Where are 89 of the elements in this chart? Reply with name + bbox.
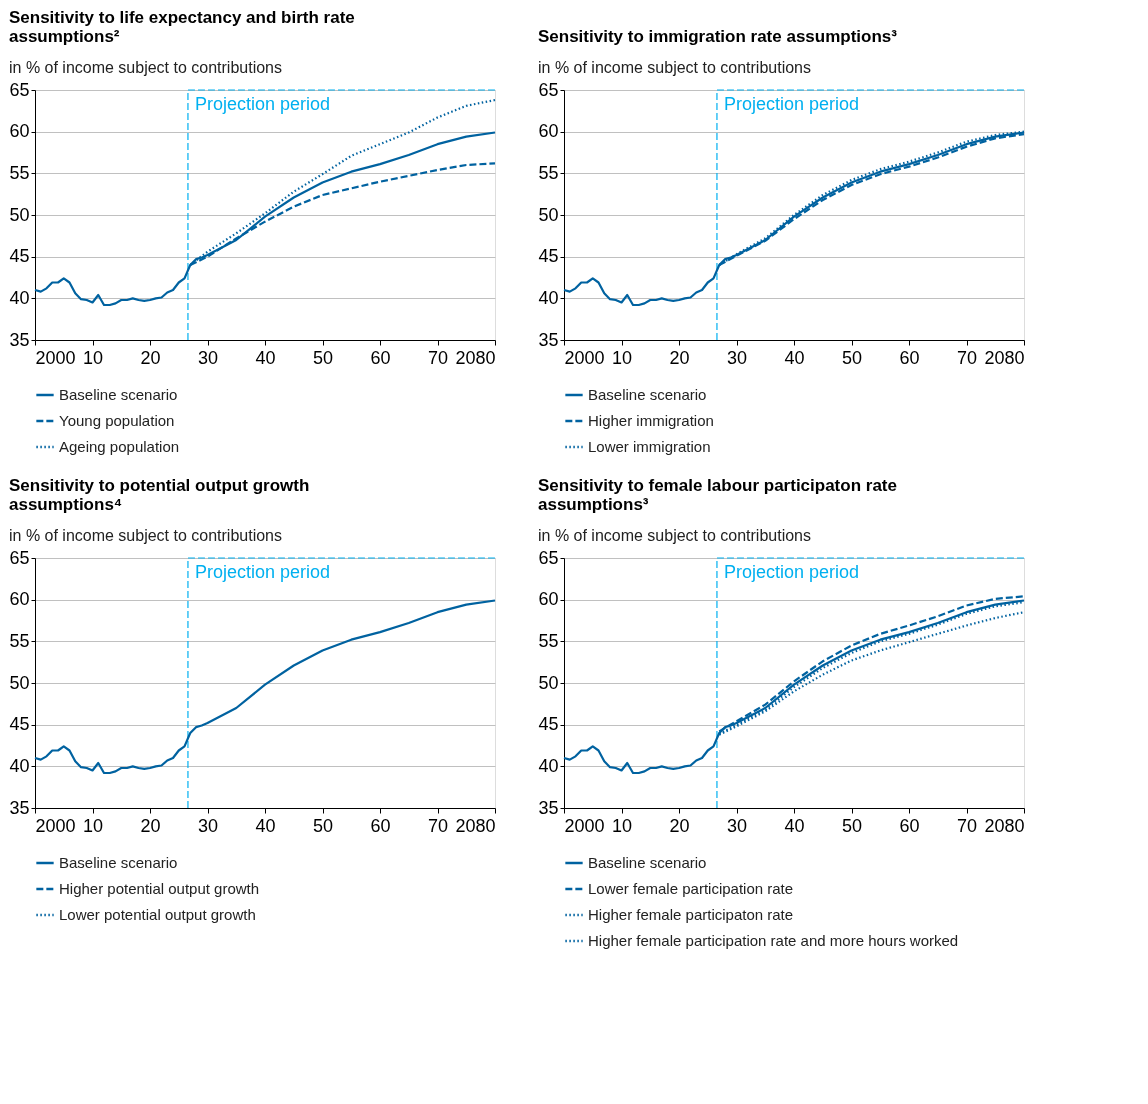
x-tick-label: 20 (669, 815, 690, 836)
y-tick-label: 55 (538, 162, 559, 183)
x-tick-label: 60 (370, 815, 391, 836)
y-tick-label: 40 (538, 287, 559, 308)
x-tick-label: 2000 (564, 347, 605, 368)
x-tick-label: 70 (956, 347, 978, 368)
x-tick-label: 20 (669, 347, 690, 368)
y-tick-label: 65 (9, 547, 30, 568)
legend-label: Baseline scenario (588, 386, 707, 403)
legend-label: Young population (59, 412, 175, 429)
legend-label: Higher female participaton rate (588, 906, 794, 923)
legend-label: Lower immigration (588, 438, 711, 455)
x-tick-label: 60 (899, 347, 920, 368)
y-tick-label: 60 (9, 121, 30, 142)
legend-label: Baseline scenario (59, 386, 178, 403)
y-tick-label: 35 (538, 329, 559, 350)
y-tick-label: 55 (9, 630, 30, 651)
x-tick-label: 2000 (35, 815, 76, 836)
x-tick-label: 20 (140, 347, 161, 368)
ref-line-label: Projection period (194, 562, 331, 582)
legend-label: Lower female participation rate (588, 880, 794, 897)
legend-label: Baseline scenario (588, 854, 707, 871)
y-tick-label: 45 (538, 246, 559, 267)
x-tick-label: 60 (370, 347, 391, 368)
x-tick-label: 2080 (455, 815, 496, 836)
x-tick-label: 10 (611, 815, 633, 836)
x-tick-label: 2080 (984, 347, 1025, 368)
y-tick-label: 35 (9, 329, 30, 350)
x-tick-label: 10 (82, 347, 104, 368)
x-tick-label: 30 (197, 815, 219, 836)
y-tick-label: 55 (538, 630, 559, 651)
legend-label: Higher female participation rate and more hours worked (588, 932, 959, 949)
y-tick-label: 40 (538, 755, 559, 776)
x-tick-label: 2080 (455, 347, 496, 368)
y-tick-label: 65 (538, 79, 559, 100)
x-tick-label: 40 (784, 815, 805, 836)
y-tick-label: 50 (538, 204, 559, 225)
ref-line-label: Projection period (723, 94, 860, 114)
y-tick-label: 45 (538, 714, 559, 735)
legend-label: Ageing population (59, 438, 180, 455)
y-tick-label: 60 (538, 121, 559, 142)
y-tick-label: 45 (9, 714, 30, 735)
y-tick-label: 45 (9, 246, 30, 267)
y-tick-label: 55 (9, 162, 30, 183)
y-tick-label: 60 (538, 589, 559, 610)
ref-line-label: Projection period (194, 94, 331, 114)
y-tick-label: 50 (538, 672, 559, 693)
y-tick-label: 35 (538, 797, 559, 818)
x-tick-label: 40 (255, 347, 276, 368)
legend-label: Baseline scenario (59, 854, 178, 871)
legend-label: Higher immigration (588, 412, 714, 429)
y-tick-label: 50 (9, 672, 30, 693)
x-tick-label: 20 (140, 815, 161, 836)
x-tick-label: 30 (726, 347, 748, 368)
x-tick-label: 2000 (35, 347, 76, 368)
y-tick-label: 65 (538, 547, 559, 568)
ref-line-label: Projection period (723, 562, 860, 582)
y-axis-title: in % of income subject to contributions (537, 59, 812, 76)
x-tick-label: 60 (899, 815, 920, 836)
x-tick-label: 40 (255, 815, 276, 836)
y-axis-title: in % of income subject to contributions (8, 59, 283, 76)
x-tick-label: 2080 (984, 815, 1025, 836)
x-tick-label: 70 (427, 815, 449, 836)
chart-title: Sensitivity to potential output growth assumptions⁴ (8, 476, 310, 514)
x-tick-label: 50 (841, 347, 863, 368)
x-tick-label: 10 (82, 815, 104, 836)
x-tick-label: 70 (427, 347, 449, 368)
chart-title: Sensitivity to immigration rate assumptions³ (537, 27, 898, 46)
x-tick-label: 2000 (564, 815, 605, 836)
x-tick-label: 40 (784, 347, 805, 368)
x-tick-label: 10 (611, 347, 633, 368)
x-tick-label: 30 (197, 347, 219, 368)
y-tick-label: 40 (9, 755, 30, 776)
y-axis-title: in % of income subject to contributions (8, 527, 283, 544)
x-tick-label: 30 (726, 815, 748, 836)
y-tick-label: 40 (9, 287, 30, 308)
x-tick-label: 70 (956, 815, 978, 836)
chart-title: Sensitivity to life expectancy and birth rate assumptions² (8, 8, 355, 46)
chart-title: Sensitivity to female labour participaton rate assumptions³ (537, 476, 897, 514)
y-tick-label: 35 (9, 797, 30, 818)
legend-label: Higher potential output growth (59, 880, 260, 897)
y-tick-label: 50 (9, 204, 30, 225)
legend-label: Lower potential output growth (59, 906, 256, 923)
y-axis-title: in % of income subject to contributions (537, 527, 812, 544)
x-tick-label: 50 (312, 815, 334, 836)
x-tick-label: 50 (841, 815, 863, 836)
x-tick-label: 50 (312, 347, 334, 368)
y-tick-label: 65 (9, 79, 30, 100)
y-tick-label: 60 (9, 589, 30, 610)
